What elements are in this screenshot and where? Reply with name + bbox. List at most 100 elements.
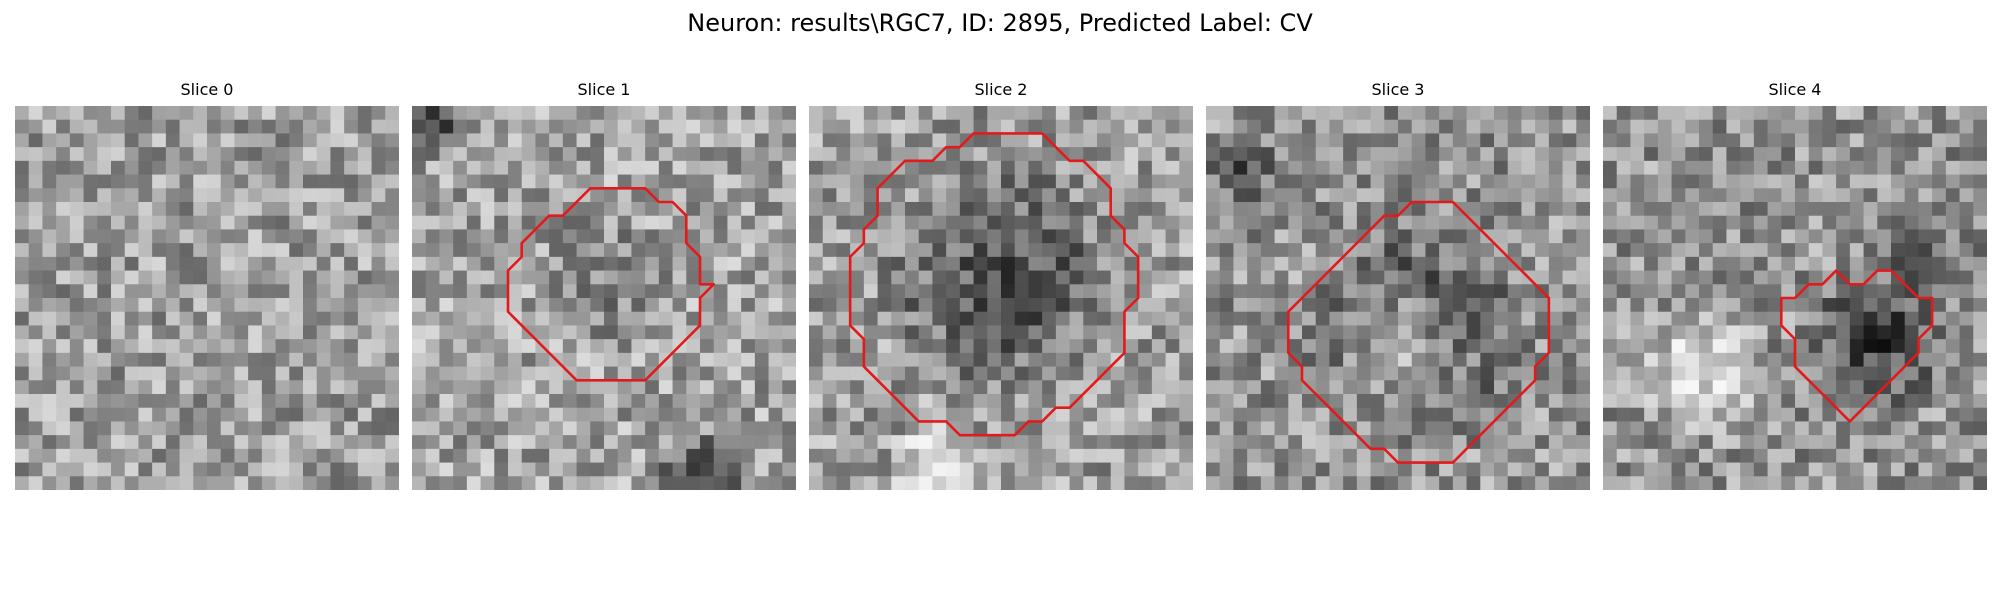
image-pixel bbox=[1685, 284, 1700, 299]
image-pixel bbox=[1055, 106, 1070, 121]
image-pixel bbox=[1247, 202, 1262, 217]
image-pixel bbox=[1576, 476, 1590, 490]
image-pixel bbox=[1726, 133, 1741, 148]
image-pixel bbox=[1124, 421, 1139, 436]
image-pixel bbox=[1138, 462, 1153, 477]
image-pixel bbox=[234, 229, 249, 244]
image-pixel bbox=[1411, 339, 1426, 354]
image-pixel bbox=[1959, 421, 1974, 436]
image-pixel bbox=[645, 311, 660, 326]
image-pixel bbox=[987, 106, 1002, 121]
image-pixel bbox=[1959, 325, 1974, 340]
image-pixel bbox=[1179, 174, 1193, 189]
image-pixel bbox=[1028, 284, 1043, 299]
image-pixel bbox=[1863, 462, 1878, 477]
image-pixel bbox=[1822, 448, 1837, 463]
image-pixel bbox=[809, 243, 824, 258]
image-pixel bbox=[1425, 243, 1440, 258]
image-pixel bbox=[1603, 298, 1618, 313]
image-pixel bbox=[1138, 448, 1153, 463]
image-pixel bbox=[385, 215, 399, 230]
image-pixel bbox=[303, 243, 318, 258]
image-pixel bbox=[111, 462, 126, 477]
image-pixel bbox=[1028, 448, 1043, 463]
image-pixel bbox=[97, 352, 112, 367]
image-pixel bbox=[83, 284, 98, 299]
image-pixel bbox=[330, 188, 345, 203]
image-pixel bbox=[152, 325, 167, 340]
image-pixel bbox=[1891, 188, 1906, 203]
image-pixel bbox=[97, 215, 112, 230]
image-pixel bbox=[466, 339, 481, 354]
image-pixel bbox=[1001, 119, 1016, 134]
image-pixel bbox=[1247, 133, 1262, 148]
image-pixel bbox=[97, 119, 112, 134]
image-pixel bbox=[1932, 352, 1947, 367]
image-pixel bbox=[1124, 311, 1139, 326]
image-pixel bbox=[1753, 311, 1768, 326]
image-pixel bbox=[905, 352, 920, 367]
image-pixel bbox=[1562, 476, 1577, 490]
image-pixel bbox=[1219, 270, 1234, 285]
image-pixel bbox=[28, 174, 43, 189]
image-pixel bbox=[576, 147, 591, 162]
image-pixel bbox=[1315, 106, 1330, 121]
image-pixel bbox=[1083, 407, 1098, 422]
image-pixel bbox=[1836, 174, 1851, 189]
image-pixel bbox=[1494, 366, 1509, 381]
image-pixel bbox=[1863, 407, 1878, 422]
image-pixel bbox=[562, 407, 577, 422]
image-pixel bbox=[672, 462, 687, 477]
image-pixel bbox=[303, 394, 318, 409]
image-pixel bbox=[1055, 435, 1070, 450]
image-pixel bbox=[973, 119, 988, 134]
image-pixel bbox=[946, 229, 961, 244]
image-pixel bbox=[385, 380, 399, 395]
image-pixel bbox=[1535, 243, 1550, 258]
image-pixel bbox=[1151, 462, 1166, 477]
image-pixel bbox=[1247, 160, 1262, 175]
image-pixel bbox=[604, 284, 619, 299]
image-pixel bbox=[562, 243, 577, 258]
image-pixel bbox=[809, 352, 824, 367]
image-pixel bbox=[1260, 160, 1275, 175]
image-pixel bbox=[1014, 311, 1029, 326]
image-pixel bbox=[425, 160, 440, 175]
image-pixel bbox=[289, 133, 304, 148]
image-pixel bbox=[1411, 366, 1426, 381]
image-pixel bbox=[1247, 366, 1262, 381]
image-pixel bbox=[713, 243, 728, 258]
image-pixel bbox=[1877, 462, 1892, 477]
image-pixel bbox=[207, 188, 222, 203]
image-pixel bbox=[1849, 174, 1864, 189]
image-pixel bbox=[891, 147, 906, 162]
image-pixel bbox=[590, 380, 605, 395]
image-pixel bbox=[576, 339, 591, 354]
image-pixel bbox=[973, 339, 988, 354]
image-pixel bbox=[344, 339, 359, 354]
image-pixel bbox=[617, 394, 632, 409]
image-pixel bbox=[1480, 435, 1495, 450]
image-pixel bbox=[1370, 119, 1385, 134]
image-pixel bbox=[1822, 133, 1837, 148]
image-pixel bbox=[1795, 407, 1810, 422]
image-pixel bbox=[1439, 284, 1454, 299]
image-pixel bbox=[28, 407, 43, 422]
image-pixel bbox=[918, 298, 933, 313]
image-pixel bbox=[15, 202, 30, 217]
image-pixel bbox=[1384, 366, 1399, 381]
image-pixel bbox=[713, 284, 728, 299]
image-pixel bbox=[672, 394, 687, 409]
image-pixel bbox=[1439, 311, 1454, 326]
image-pixel bbox=[1562, 160, 1577, 175]
image-pixel bbox=[1644, 229, 1659, 244]
image-pixel bbox=[576, 366, 591, 381]
image-pixel bbox=[316, 270, 331, 285]
image-pixel bbox=[1863, 119, 1878, 134]
image-pixel bbox=[439, 133, 454, 148]
image-pixel bbox=[1219, 435, 1234, 450]
image-pixel bbox=[946, 435, 961, 450]
image-pixel bbox=[877, 243, 892, 258]
image-pixel bbox=[1616, 407, 1631, 422]
image-pixel bbox=[1877, 352, 1892, 367]
